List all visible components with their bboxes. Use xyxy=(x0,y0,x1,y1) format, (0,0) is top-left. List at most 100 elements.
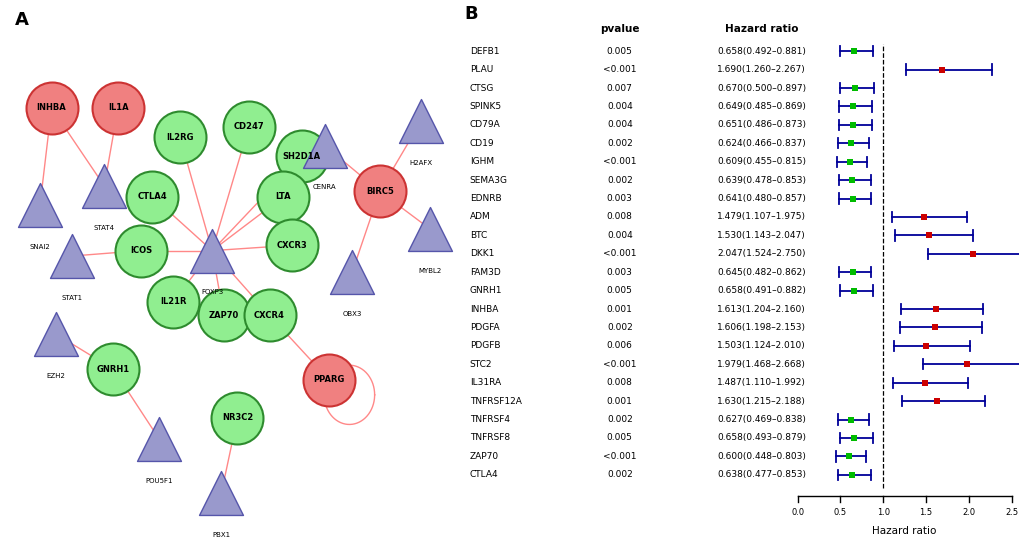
Text: CENRA: CENRA xyxy=(313,184,336,190)
Point xyxy=(240,122,257,131)
Point xyxy=(916,378,932,387)
Text: ZAP70: ZAP70 xyxy=(208,311,238,320)
Text: GNRH1: GNRH1 xyxy=(97,365,129,374)
Point xyxy=(842,139,858,148)
Text: Hazard ratio: Hazard ratio xyxy=(871,526,935,536)
Point xyxy=(105,365,121,374)
Text: PDGFA: PDGFA xyxy=(469,323,498,332)
Text: OBX3: OBX3 xyxy=(342,311,362,317)
Text: CD19: CD19 xyxy=(469,139,494,148)
Point xyxy=(844,194,860,203)
Point xyxy=(204,246,220,255)
Point xyxy=(845,286,861,295)
Text: TNFRSF8: TNFRSF8 xyxy=(469,433,510,443)
Point xyxy=(926,305,943,313)
Point xyxy=(32,201,48,209)
Text: 1.606(1.198–2.153): 1.606(1.198–2.153) xyxy=(716,323,805,332)
Text: BTC: BTC xyxy=(469,231,486,240)
Text: pvalue: pvalue xyxy=(599,24,639,34)
Text: <0.001: <0.001 xyxy=(602,157,636,166)
Text: 1.503(1.124–2.010): 1.503(1.124–2.010) xyxy=(716,341,805,350)
Point xyxy=(928,397,945,405)
Text: 2.047(1.524–2.750): 2.047(1.524–2.750) xyxy=(716,249,805,258)
Text: 0.004: 0.004 xyxy=(606,231,632,240)
Text: CXCR3: CXCR3 xyxy=(277,241,308,250)
Text: STC2: STC2 xyxy=(469,360,492,369)
Text: SNAI2: SNAI2 xyxy=(30,244,50,250)
Text: 1.479(1.107–1.975): 1.479(1.107–1.975) xyxy=(716,212,805,222)
Text: IL2RG: IL2RG xyxy=(166,133,194,142)
Text: FOXP3: FOXP3 xyxy=(201,289,223,295)
Point xyxy=(165,298,181,306)
Text: 1.630(1.215–2.188): 1.630(1.215–2.188) xyxy=(716,397,805,406)
Point xyxy=(915,213,931,222)
Text: NR3C2: NR3C2 xyxy=(221,413,253,422)
Text: IL1A: IL1A xyxy=(108,103,128,112)
Point xyxy=(215,311,231,320)
Text: CTLA4: CTLA4 xyxy=(469,470,498,479)
Point xyxy=(284,241,301,250)
Point xyxy=(844,471,860,479)
Point xyxy=(110,103,126,112)
Point xyxy=(917,342,933,350)
Text: MYBL2: MYBL2 xyxy=(418,268,441,274)
Text: 0.001: 0.001 xyxy=(606,397,632,406)
Text: ZAP70: ZAP70 xyxy=(469,452,498,461)
Text: 1.5: 1.5 xyxy=(918,508,931,517)
Text: EDNRB: EDNRB xyxy=(469,194,500,203)
Point xyxy=(840,452,856,461)
Text: 0.639(0.478–0.853): 0.639(0.478–0.853) xyxy=(716,176,805,185)
Point xyxy=(926,323,943,332)
Text: EZH2: EZH2 xyxy=(47,373,65,379)
Text: 0.624(0.466–0.837): 0.624(0.466–0.837) xyxy=(716,139,805,148)
Point xyxy=(151,435,167,444)
Text: <0.001: <0.001 xyxy=(602,452,636,461)
Text: 1.979(1.468–2.668): 1.979(1.468–2.668) xyxy=(716,360,805,369)
Point xyxy=(96,182,112,190)
Text: A: A xyxy=(15,11,29,29)
Text: 2.5: 2.5 xyxy=(1004,508,1017,517)
Point xyxy=(933,65,950,74)
Text: 0.002: 0.002 xyxy=(606,139,632,148)
Text: PBX1: PBX1 xyxy=(212,532,230,538)
Text: 0.006: 0.006 xyxy=(606,341,632,350)
Point xyxy=(844,176,860,184)
Point xyxy=(213,489,229,497)
Text: ADM: ADM xyxy=(469,212,490,222)
Text: 0.002: 0.002 xyxy=(606,415,632,424)
Text: SPINK5: SPINK5 xyxy=(469,102,501,111)
Point xyxy=(48,330,64,338)
Point xyxy=(261,311,277,320)
Point xyxy=(371,187,387,196)
Point xyxy=(229,413,246,422)
Text: TNFRSF12A: TNFRSF12A xyxy=(469,397,521,406)
Text: INHBA: INHBA xyxy=(37,103,66,112)
Text: 0.002: 0.002 xyxy=(606,470,632,479)
Text: 1.530(1.143–2.047): 1.530(1.143–2.047) xyxy=(716,231,805,240)
Text: CD79A: CD79A xyxy=(469,120,500,129)
Point xyxy=(844,102,860,111)
Point xyxy=(845,47,861,56)
Point xyxy=(844,268,860,277)
Point xyxy=(422,225,438,233)
Text: PDGFB: PDGFB xyxy=(469,341,499,350)
Text: IL31RA: IL31RA xyxy=(469,378,500,387)
Point xyxy=(846,84,862,92)
Text: 0.002: 0.002 xyxy=(606,176,632,185)
Text: <0.001: <0.001 xyxy=(602,360,636,369)
Text: 0.002: 0.002 xyxy=(606,323,632,332)
Text: STAT4: STAT4 xyxy=(94,225,115,231)
Text: 0.658(0.492–0.881): 0.658(0.492–0.881) xyxy=(716,47,805,56)
Text: 0.0: 0.0 xyxy=(791,508,803,517)
Text: SEMA3G: SEMA3G xyxy=(469,176,507,185)
Text: FAM3D: FAM3D xyxy=(469,268,500,277)
Point xyxy=(316,141,332,150)
Text: 0.645(0.482–0.862): 0.645(0.482–0.862) xyxy=(716,268,805,277)
Text: 0.003: 0.003 xyxy=(606,194,632,203)
Point xyxy=(321,376,337,384)
Point xyxy=(43,103,59,112)
Text: 0.627(0.469–0.838): 0.627(0.469–0.838) xyxy=(716,415,805,424)
Text: STAT1: STAT1 xyxy=(61,295,83,301)
Text: IL21R: IL21R xyxy=(160,298,186,306)
Text: 1.0: 1.0 xyxy=(875,508,889,517)
